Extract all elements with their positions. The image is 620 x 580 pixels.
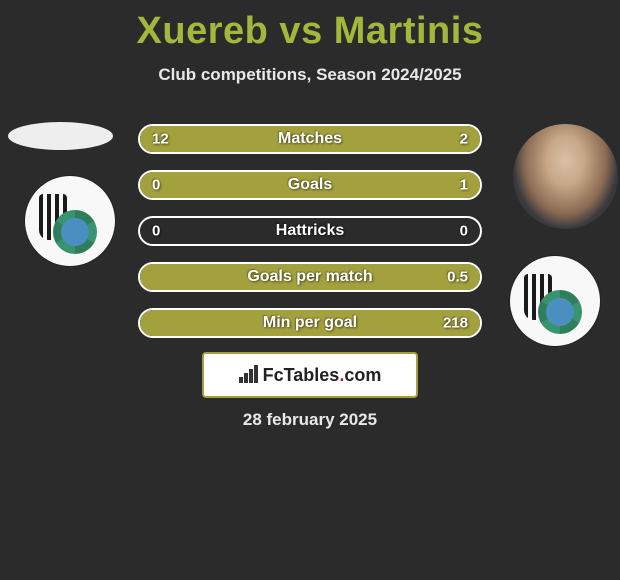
stat-label: Goals <box>288 176 332 194</box>
subtitle: Club competitions, Season 2024/2025 <box>0 65 620 85</box>
stat-row: 0 Hattricks 0 <box>138 216 482 246</box>
chart-icon <box>239 367 259 383</box>
stat-fill-right <box>432 126 480 152</box>
stat-value-right: 218 <box>443 315 468 332</box>
stat-row: 12 Matches 2 <box>138 124 482 154</box>
stats-bars: 12 Matches 2 0 Goals 1 0 Hattricks 0 Goa… <box>138 124 482 354</box>
stat-value-right: 2 <box>460 131 468 148</box>
stat-value-right: 0 <box>460 223 468 240</box>
player-photo-right <box>513 124 618 229</box>
brand-text-right: com <box>344 365 381 385</box>
stat-label: Goals per match <box>247 268 372 286</box>
date-caption: 28 february 2025 <box>0 410 620 430</box>
brand-text-left: FcTables <box>263 365 340 385</box>
brand-badge[interactable]: FcTables.com <box>202 352 418 398</box>
stat-value-left: 12 <box>152 131 169 148</box>
stat-value-right: 1 <box>460 177 468 194</box>
club-crest-right <box>510 256 600 346</box>
stat-label: Matches <box>278 130 342 148</box>
stat-value-left: 0 <box>152 177 160 194</box>
club-crest-left <box>25 176 115 266</box>
stat-row: Min per goal 218 <box>138 308 482 338</box>
brand-text: FcTables.com <box>263 365 382 386</box>
stat-value-left: 0 <box>152 223 160 240</box>
player-photo-left <box>8 122 113 150</box>
stat-label: Min per goal <box>263 314 357 332</box>
page-title: Xuereb vs Martinis <box>0 0 620 53</box>
stat-value-right: 0.5 <box>447 269 468 286</box>
stat-label: Hattricks <box>276 222 344 240</box>
stat-row: 0 Goals 1 <box>138 170 482 200</box>
stat-row: Goals per match 0.5 <box>138 262 482 292</box>
